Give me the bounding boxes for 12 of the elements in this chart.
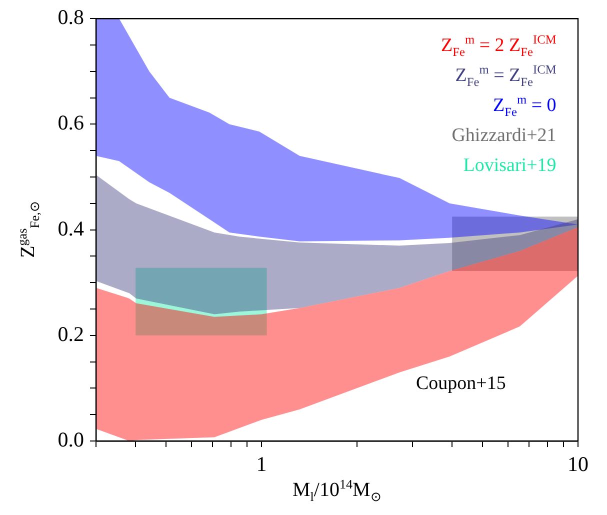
y-tick-label: 0.8 <box>58 5 84 30</box>
legend-label: Z$_{Fe}$$^{m}$ = 0 <box>492 91 556 120</box>
legend-label: Ghizzardi+21 <box>450 124 556 148</box>
y-tick-label: 0.6 <box>58 110 84 135</box>
x-tick-label: 10 <box>568 452 588 476</box>
y-tick-label: 0.2 <box>58 322 84 346</box>
x-tick-label: 1 <box>256 452 267 476</box>
x-axis-title: M$_{l}$/10$^{14}$M$_{⊙}$ <box>292 476 382 504</box>
legend-label: Lovisari+19 <box>462 154 556 178</box>
y-tick-label: 0.0 <box>58 428 84 452</box>
y-tick-label: 0.4 <box>58 216 84 240</box>
annotation: Coupon+15 <box>416 373 506 394</box>
